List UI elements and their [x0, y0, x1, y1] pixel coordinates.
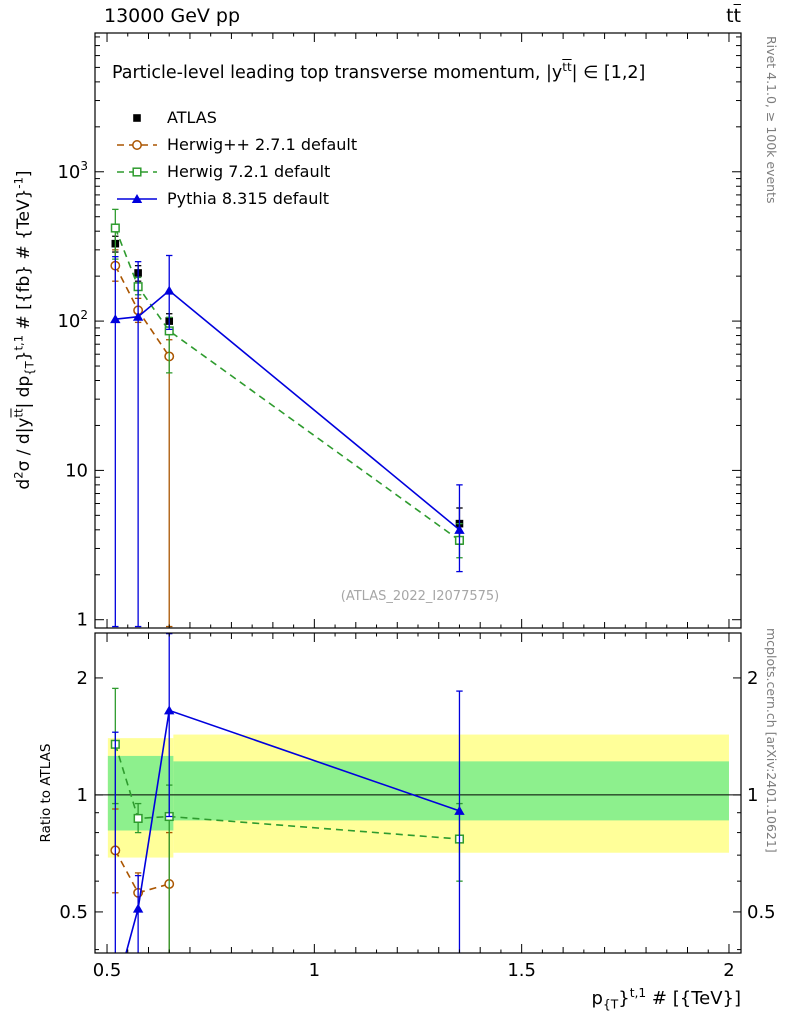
x-tick-label: 2: [723, 960, 734, 981]
ratio-tick-label-right: 2: [747, 668, 758, 689]
ratio-y-axis-label: Ratio to ATLAS: [38, 743, 54, 843]
legend-label-pythia: Pythia 8.315 default: [167, 189, 330, 208]
process-label: tt: [726, 5, 741, 27]
ratio-tick-label-left: 0.5: [59, 902, 88, 923]
ratio-uncertainty-bands: [107, 734, 729, 858]
legend-label-atlas: ATLAS: [167, 108, 217, 127]
analysis-watermark: (ATLAS_2022_I2077575): [340, 589, 500, 604]
plot-title: Particle-level leading top transverse mo…: [112, 60, 646, 83]
legend-marker-pythia: [117, 193, 157, 203]
legend-item-herwigpp: Herwig++ 2.7.1 default: [116, 131, 357, 158]
legend: ATLAS Herwig++ 2.7.1 default Herwig 7.2.1 …: [116, 104, 357, 212]
x-tick-label: 0.5: [93, 960, 122, 981]
beam-energy-label: 13000 GeV pp: [104, 5, 241, 27]
series-main-herwigpp: [110, 249, 175, 628]
y-tick-label: 102: [57, 308, 88, 332]
series-main-atlas: [111, 235, 464, 545]
legend-label-herwig7: Herwig 7.2.1 default: [167, 162, 331, 181]
legend-marker-herwigpp: [117, 139, 157, 150]
legend-item-herwig7: Herwig 7.2.1 default: [116, 158, 357, 185]
y-tick-label: 10: [65, 460, 88, 481]
ratio-tick-label-left: 1: [77, 785, 88, 806]
rivet-version-label: Rivet 4.1.0, ≥ 100k events: [764, 36, 779, 204]
series-main-pythia: [110, 254, 465, 628]
y-tick-label: 1: [77, 610, 88, 631]
legend-label-herwigpp: Herwig++ 2.7.1 default: [167, 135, 358, 154]
x-tick-label: 1.5: [507, 960, 536, 981]
ratio-tick-label-right: 0.5: [747, 902, 776, 923]
y-axis-label: d2σ / d|ytt| dp{T}t,1 # [{fb} # {TeV}-1]: [11, 170, 37, 490]
x-axis-label: p{T}t,1 # [{TeV}]: [591, 986, 741, 1012]
ratio-tick-label-left: 2: [77, 668, 88, 689]
ratio-tick-label-right: 1: [747, 785, 758, 806]
series-ratio-pythia: [112, 633, 465, 953]
ratio-band-green: [173, 761, 729, 821]
legend-marker-atlas: [133, 113, 141, 122]
legend-item-atlas: ATLAS: [116, 104, 357, 131]
legend-marker-herwig7: [117, 166, 157, 177]
legend-item-pythia: Pythia 8.315 default: [116, 185, 357, 212]
series-main-herwig7: [110, 208, 465, 559]
y-tick-label: 103: [57, 159, 88, 183]
mcplots-reference-label: mcplots.cern.ch [arXiv:2401.10621]: [764, 628, 779, 853]
x-tick-label: 1: [309, 960, 320, 981]
